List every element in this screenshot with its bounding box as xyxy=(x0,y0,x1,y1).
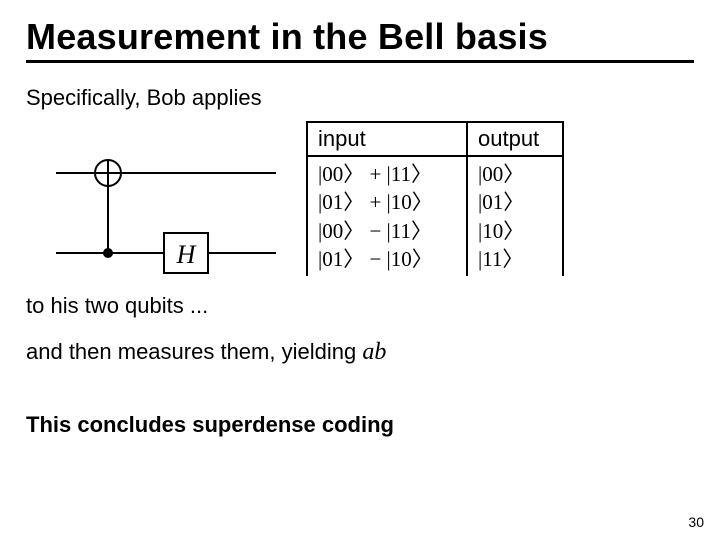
io-table-wrap: input output |00〉 + |11〉 |01〉 + |10〉 |00… xyxy=(306,121,564,276)
h-gate-label: H xyxy=(176,240,197,269)
line-measure-text: and then measures them, yielding xyxy=(26,339,362,364)
io-table: input output |00〉 + |11〉 |01〉 + |10〉 |00… xyxy=(306,121,564,276)
col-header-output: output xyxy=(467,122,563,156)
input-cell: |00〉 − |11〉 xyxy=(318,217,448,245)
table-header-row: input output xyxy=(307,122,563,156)
line-two-qubits: to his two qubits ... xyxy=(26,293,694,319)
col-header-input: input xyxy=(307,122,467,156)
page-number: 30 xyxy=(688,514,704,530)
output-cell: |11〉 xyxy=(478,245,544,273)
input-cell: |01〉 + |10〉 xyxy=(318,188,448,216)
conclusion-line: This concludes superdense coding xyxy=(26,412,694,438)
intro-line: Specifically, Bob applies xyxy=(26,85,694,111)
output-variable-ab: ab xyxy=(362,339,386,365)
content-row: H input output |00〉 + |11〉 |01〉 + |10〉 |… xyxy=(26,121,694,293)
line-measure: and then measures them, yielding ab xyxy=(26,339,694,366)
input-cell: |00〉 + |11〉 xyxy=(318,160,448,188)
slide-title: Measurement in the Bell basis xyxy=(26,16,694,63)
input-cell: |01〉 − |10〉 xyxy=(318,245,448,273)
cnot-control-dot xyxy=(103,248,113,258)
output-cell: |01〉 xyxy=(478,188,544,216)
output-cell: |10〉 xyxy=(478,217,544,245)
output-cell: |00〉 xyxy=(478,160,544,188)
circuit-diagram: H xyxy=(26,121,306,293)
